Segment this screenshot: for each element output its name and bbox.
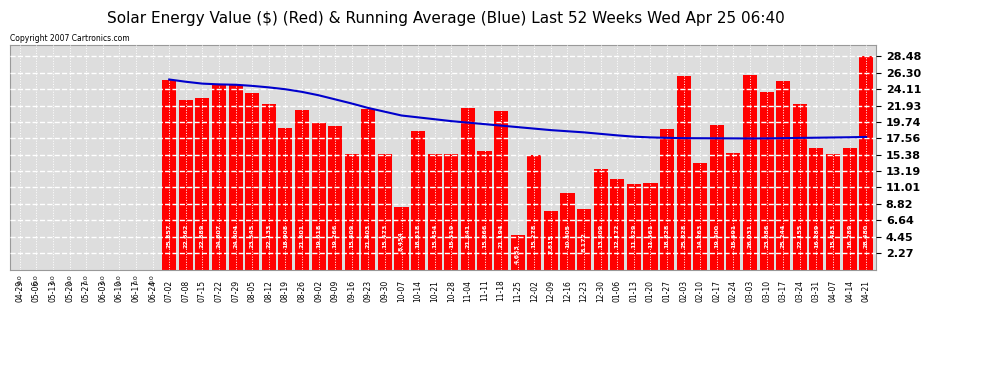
Bar	[246, 93, 259, 270]
Bar	[544, 211, 558, 270]
Bar	[676, 76, 691, 270]
Text: 0.0: 0.0	[100, 274, 105, 284]
Text: 0.0: 0.0	[84, 274, 89, 284]
Text: 16.289: 16.289	[814, 224, 819, 248]
Text: 12.172: 12.172	[615, 224, 620, 248]
Bar	[594, 169, 608, 270]
Text: 15.473: 15.473	[382, 224, 387, 248]
Bar	[295, 110, 309, 270]
Bar	[461, 108, 475, 270]
Bar	[776, 81, 790, 270]
Bar	[229, 86, 243, 270]
Bar	[394, 207, 409, 270]
Text: 22.889: 22.889	[200, 224, 205, 248]
Bar	[511, 235, 525, 270]
Bar	[710, 124, 724, 270]
Text: 19.400: 19.400	[715, 224, 720, 248]
Text: 21.194: 21.194	[499, 224, 504, 248]
Text: 15.454: 15.454	[433, 224, 438, 248]
Text: Copyright 2007 Cartronics.com: Copyright 2007 Cartronics.com	[10, 34, 130, 43]
Bar	[693, 163, 707, 270]
Bar	[278, 128, 292, 270]
Text: 24.604: 24.604	[233, 224, 238, 248]
Bar	[212, 84, 226, 270]
Text: 22.133: 22.133	[266, 224, 271, 248]
Bar	[627, 183, 641, 270]
Text: 18.828: 18.828	[664, 224, 669, 248]
Bar	[577, 209, 591, 270]
Bar	[328, 126, 343, 270]
Text: Solar Energy Value ($) (Red) & Running Average (Blue) Last 52 Weeks Wed Apr 25 0: Solar Energy Value ($) (Red) & Running A…	[107, 11, 784, 26]
Bar	[411, 131, 425, 270]
Text: 8.172: 8.172	[581, 232, 587, 252]
Bar	[859, 56, 873, 270]
Bar	[842, 148, 856, 270]
Text: 21.541: 21.541	[465, 224, 470, 248]
Text: 15.483: 15.483	[831, 224, 836, 248]
Text: 11.561: 11.561	[648, 224, 653, 248]
Text: 22.662: 22.662	[183, 224, 188, 248]
Text: 10.305: 10.305	[565, 224, 570, 248]
Bar	[361, 110, 375, 270]
Bar	[793, 104, 807, 270]
Text: 15.519: 15.519	[448, 224, 453, 248]
Text: 15.409: 15.409	[349, 224, 354, 248]
Text: 21.301: 21.301	[299, 224, 305, 248]
Text: 23.545: 23.545	[249, 224, 254, 248]
Text: 7.815: 7.815	[548, 234, 553, 254]
Text: 0.0: 0.0	[18, 274, 23, 284]
Bar	[759, 92, 773, 270]
Text: 0.0: 0.0	[34, 274, 39, 284]
Text: 4.653: 4.653	[515, 244, 520, 264]
Text: 25.828: 25.828	[681, 224, 686, 248]
Bar	[494, 111, 508, 270]
Bar	[261, 104, 276, 270]
Bar	[610, 179, 625, 270]
Text: 14.263: 14.263	[698, 224, 703, 248]
Bar	[345, 154, 358, 270]
Bar	[560, 193, 574, 270]
Text: 15.591: 15.591	[731, 224, 736, 248]
Text: 19.618: 19.618	[316, 224, 321, 248]
Text: 19.266: 19.266	[333, 224, 338, 248]
Bar	[445, 154, 458, 270]
Bar	[428, 154, 442, 270]
Text: 0.0: 0.0	[150, 274, 155, 284]
Bar	[826, 154, 841, 270]
Text: 26.031: 26.031	[747, 224, 752, 248]
Text: 11.529: 11.529	[632, 224, 637, 248]
Text: 18.518: 18.518	[416, 224, 421, 248]
Bar	[162, 80, 176, 270]
Text: 16.289: 16.289	[847, 224, 852, 248]
Bar	[378, 154, 392, 270]
Text: 25.357: 25.357	[166, 224, 171, 248]
Bar	[742, 75, 757, 270]
Text: 13.509: 13.509	[598, 224, 603, 248]
Text: 15.866: 15.866	[482, 224, 487, 248]
Bar	[727, 153, 741, 270]
Bar	[810, 148, 824, 270]
Text: 28.480: 28.480	[863, 224, 868, 248]
Bar	[179, 100, 193, 270]
Bar	[528, 155, 542, 270]
Text: 23.686: 23.686	[764, 224, 769, 248]
Text: 0.0: 0.0	[134, 274, 139, 284]
Text: 0.0: 0.0	[50, 274, 55, 284]
Text: 22.155: 22.155	[797, 224, 802, 248]
Text: 24.807: 24.807	[217, 224, 222, 248]
Text: 0.0: 0.0	[117, 274, 122, 284]
Bar	[660, 129, 674, 270]
Text: 25.244: 25.244	[781, 224, 786, 248]
Bar	[644, 183, 657, 270]
Bar	[477, 151, 492, 270]
Text: 8.454: 8.454	[399, 231, 404, 251]
Text: 0.0: 0.0	[67, 274, 72, 284]
Bar	[195, 98, 210, 270]
Text: 15.278: 15.278	[532, 224, 537, 248]
Text: 21.403: 21.403	[366, 224, 371, 248]
Bar	[312, 123, 326, 270]
Text: 18.908: 18.908	[283, 224, 288, 248]
